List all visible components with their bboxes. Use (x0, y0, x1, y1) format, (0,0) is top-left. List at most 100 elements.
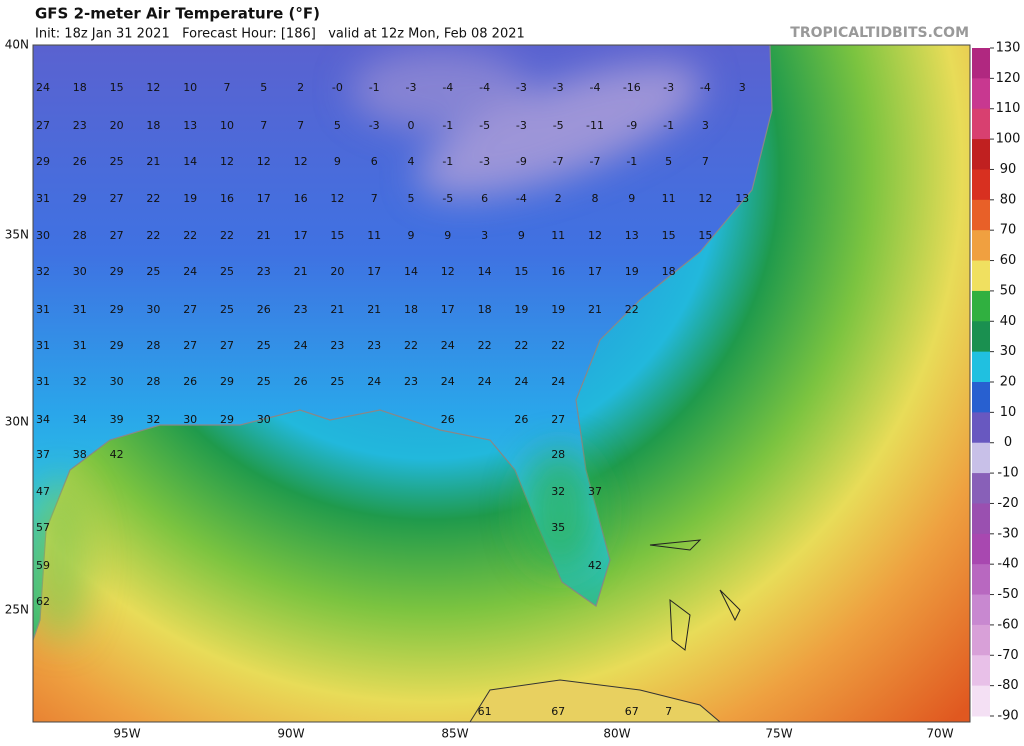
station-value: 13 (735, 192, 749, 205)
station-value: 6 (371, 155, 378, 168)
station-value: 25 (257, 375, 271, 388)
station-value: -7 (553, 155, 564, 168)
station-value: 39 (110, 413, 124, 426)
station-value: 28 (146, 339, 160, 352)
colorbar-label: 120 (996, 71, 1021, 86)
station-value: 23 (73, 119, 87, 132)
station-value: 12 (441, 265, 455, 278)
station-value: 12 (588, 229, 602, 242)
station-value: 27 (183, 339, 197, 352)
colorbar-label: 70 (1000, 223, 1017, 238)
station-value: 14 (183, 155, 197, 168)
station-value: 19 (183, 192, 197, 205)
station-value: 25 (220, 303, 234, 316)
station-value: 5 (334, 119, 341, 132)
station-value: 30 (257, 413, 271, 426)
station-value: 26 (73, 155, 87, 168)
station-value: -5 (479, 119, 490, 132)
station-value: 22 (404, 339, 418, 352)
station-value: 3 (481, 229, 488, 242)
station-value: 61 (478, 705, 492, 718)
colorbar-label: -90 (997, 709, 1018, 724)
title: GFS 2-meter Air Temperature (°F) (35, 5, 320, 23)
lon-label: 95W (113, 727, 140, 741)
colorbar-label: -70 (997, 648, 1018, 663)
colorbar-label: -20 (997, 496, 1018, 511)
station-value: 15 (662, 229, 676, 242)
station-value: 23 (257, 265, 271, 278)
station-value: 9 (628, 192, 635, 205)
map-area (33, 45, 970, 722)
station-value: -3 (479, 155, 490, 168)
station-value: 19 (514, 303, 528, 316)
station-value: 22 (478, 339, 492, 352)
station-value: 9 (408, 229, 415, 242)
station-value: 47 (36, 485, 50, 498)
station-value: -7 (590, 155, 601, 168)
colorbar-label: 40 (1000, 314, 1017, 329)
station-value: 62 (36, 595, 50, 608)
station-value: 29 (110, 303, 124, 316)
station-value: 21 (367, 303, 381, 316)
station-value: 27 (36, 119, 50, 132)
station-value: -3 (406, 81, 417, 94)
colorbar-label: 20 (1000, 375, 1017, 390)
station-value: 12 (330, 192, 344, 205)
station-value: 16 (294, 192, 308, 205)
station-value: -5 (442, 192, 453, 205)
station-value: -3 (516, 119, 527, 132)
station-value: -9 (626, 119, 637, 132)
colorbar-segment (972, 108, 990, 140)
station-value: 12 (257, 155, 271, 168)
station-value: 7 (702, 155, 709, 168)
station-value: 29 (220, 375, 234, 388)
station-value: 25 (110, 155, 124, 168)
station-value: -1 (626, 155, 637, 168)
station-value: 17 (588, 265, 602, 278)
station-value: 16 (551, 265, 565, 278)
colorbar-label: 10 (1000, 405, 1017, 420)
station-value: 22 (183, 229, 197, 242)
station-value: 21 (146, 155, 160, 168)
station-value: -9 (516, 155, 527, 168)
station-value: 0 (408, 119, 415, 132)
station-value: 29 (36, 155, 50, 168)
station-value: 8 (592, 192, 599, 205)
station-value: 3 (702, 119, 709, 132)
station-value: 31 (36, 375, 50, 388)
station-value: 31 (36, 192, 50, 205)
station-value: 24 (478, 375, 492, 388)
map-frame (32, 44, 971, 723)
station-value: 19 (551, 303, 565, 316)
colorbar-label: 100 (996, 132, 1021, 147)
station-value: 12 (294, 155, 308, 168)
station-value: 32 (146, 413, 160, 426)
station-value: 12 (146, 81, 160, 94)
station-value: 18 (73, 81, 87, 94)
station-value: 11 (551, 229, 565, 242)
station-value: 27 (551, 413, 565, 426)
colorbar-label: 90 (1000, 162, 1017, 177)
station-value: 42 (110, 448, 124, 461)
station-value: 23 (330, 339, 344, 352)
station-value: -5 (553, 119, 564, 132)
station-value: 2 (555, 192, 562, 205)
station-value: -4 (516, 192, 527, 205)
station-value: 22 (625, 303, 639, 316)
station-value: 26 (514, 413, 528, 426)
station-value: 7 (260, 119, 267, 132)
colorbar-label: -80 (997, 678, 1018, 693)
station-value: -3 (369, 119, 380, 132)
station-value: 34 (36, 413, 50, 426)
station-value: 28 (551, 448, 565, 461)
colorbar-label: 110 (996, 101, 1021, 116)
station-value: 16 (220, 192, 234, 205)
colorbar-label: 30 (1000, 344, 1017, 359)
lon-label: 70W (926, 727, 953, 741)
colorbar-label: 130 (996, 41, 1021, 56)
station-value: 30 (146, 303, 160, 316)
station-value: 28 (146, 375, 160, 388)
station-value: 25 (220, 265, 234, 278)
station-value: 24 (551, 375, 565, 388)
